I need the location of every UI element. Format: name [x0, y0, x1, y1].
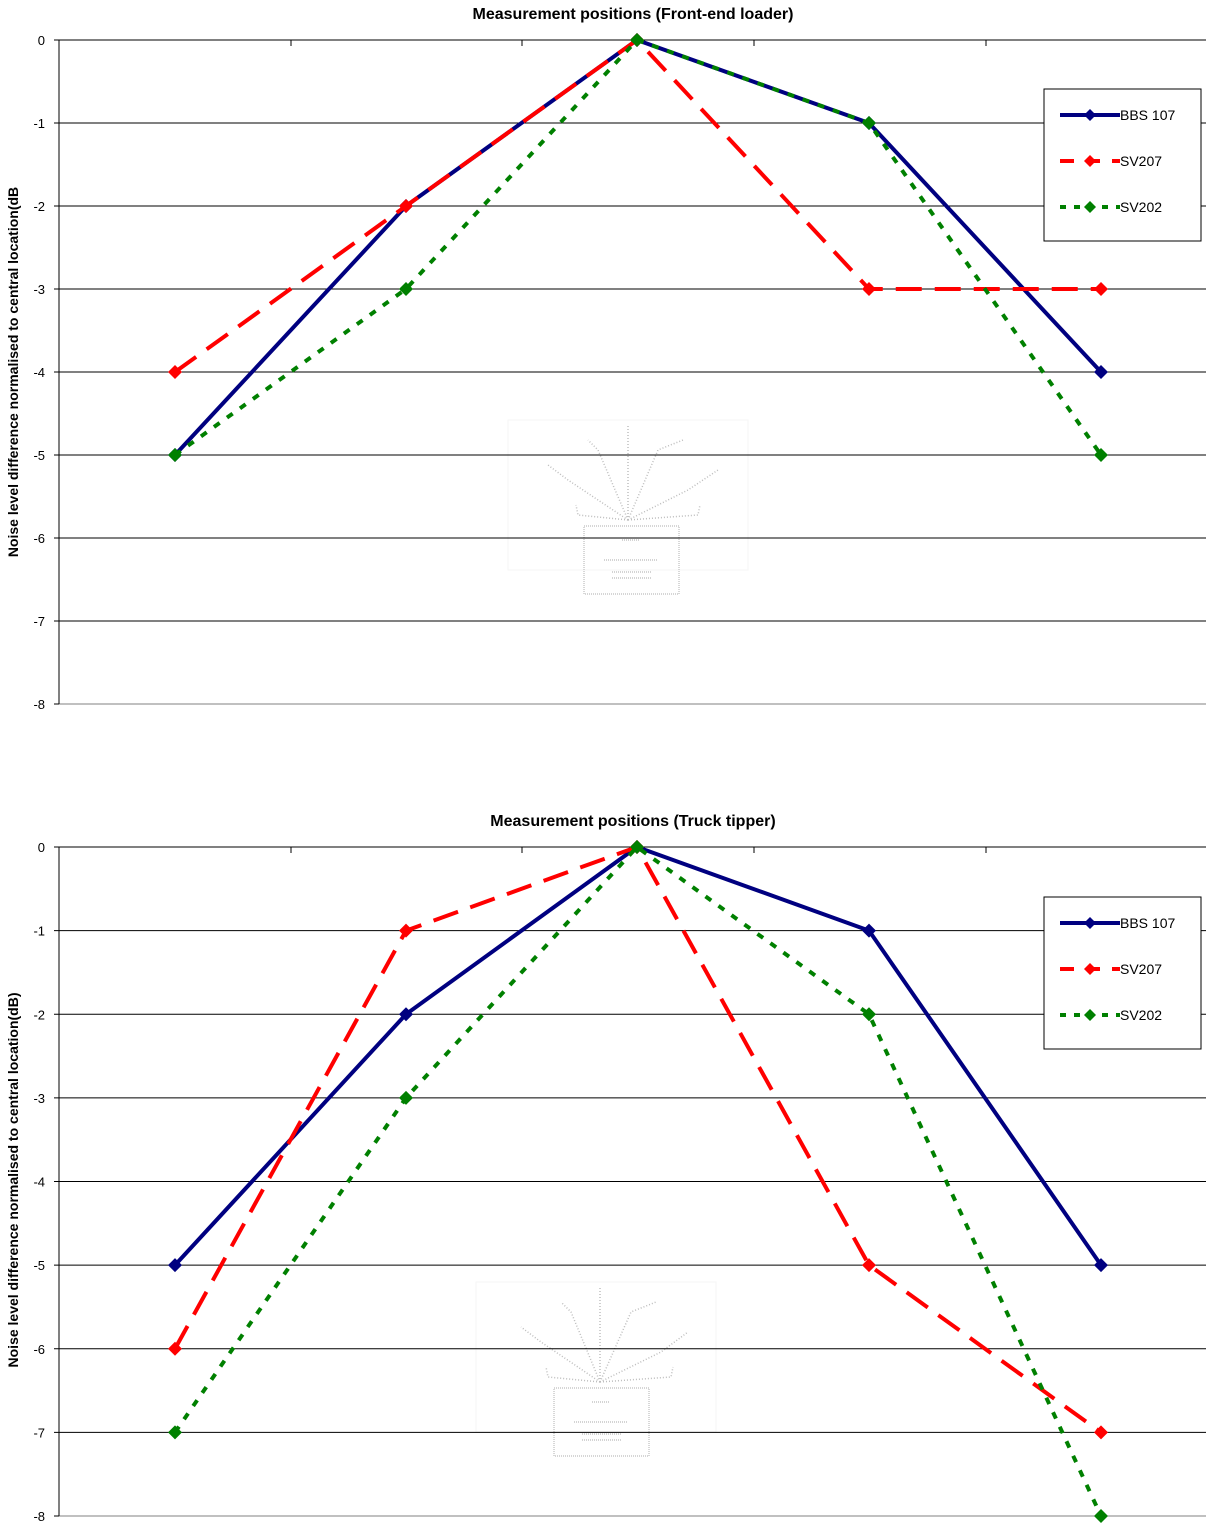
y-tick-label: -5	[33, 1258, 45, 1273]
watermark-logo	[475, 1281, 717, 1457]
series-line-sv202	[173, 845, 1103, 1517]
series-line-sv202	[173, 38, 1103, 457]
chart-front-end-loader: Measurement positions (Front-end loader)…	[5, 6, 1206, 712]
data-point	[862, 1007, 876, 1022]
watermark-frame	[507, 419, 749, 571]
chart-truck-tipper: Measurement positions (Truck tipper) Noi…	[5, 813, 1206, 1524]
y-axis-label: Noise level difference normalised to cen…	[5, 187, 21, 557]
watermark-rays	[547, 425, 719, 521]
data-point	[862, 923, 876, 938]
y-tick-label: -6	[33, 1342, 45, 1357]
y-tick-label: -8	[33, 697, 45, 712]
legend-marker	[1084, 917, 1096, 929]
legend-label: BBS 107	[1120, 107, 1175, 123]
data-point	[399, 1090, 413, 1105]
y-tick-label: 0	[38, 33, 45, 48]
legend-label: SV207	[1120, 153, 1162, 169]
data-point	[399, 199, 413, 213]
chart-title: Measurement positions (Truck tipper)	[490, 813, 775, 830]
data-point	[1094, 1258, 1108, 1273]
watermark-box	[553, 1387, 650, 1457]
y-tick-label: -5	[33, 448, 45, 463]
data-point	[399, 1007, 413, 1022]
data-point	[1094, 448, 1108, 462]
data-point	[862, 116, 876, 130]
y-tick-label: -7	[33, 614, 45, 629]
legend-marker	[1084, 155, 1096, 167]
data-point	[168, 1425, 182, 1440]
data-point	[399, 923, 413, 938]
y-axis-label: Noise level difference normalised to cen…	[5, 993, 21, 1368]
data-point	[168, 1341, 182, 1356]
watermark-box	[583, 525, 680, 595]
series-line-bbs-107	[173, 38, 1103, 457]
watermark-logo	[507, 419, 749, 595]
data-point	[862, 282, 876, 296]
legend-label: SV202	[1120, 1007, 1162, 1023]
y-tick-label: -6	[33, 531, 45, 546]
legend-label: SV202	[1120, 199, 1162, 215]
data-point	[1094, 282, 1108, 296]
watermark-box-lines	[604, 539, 658, 579]
data-point	[862, 1258, 876, 1273]
data-point	[168, 448, 182, 462]
y-tick-label: 0	[38, 840, 45, 855]
data-point	[1094, 1509, 1108, 1523]
data-point	[630, 33, 644, 47]
y-tick-label: -3	[33, 1091, 45, 1106]
data-point	[1094, 1425, 1108, 1440]
legend-label: BBS 107	[1120, 915, 1175, 931]
y-tick-label: -1	[33, 924, 45, 939]
y-tick-label: -2	[33, 199, 45, 214]
data-point	[1094, 365, 1108, 379]
data-point	[399, 282, 413, 296]
legend-marker	[1084, 963, 1096, 975]
y-tick-label: -7	[33, 1425, 45, 1440]
y-tick-label: -4	[33, 1175, 45, 1190]
legend-label: SV207	[1120, 961, 1162, 977]
data-point	[168, 1258, 182, 1273]
chart-title: Measurement positions (Front-end loader)	[473, 6, 794, 23]
chart-legend: BBS 107 SV207 SV202	[1043, 896, 1202, 1050]
y-tick-label: -1	[33, 116, 45, 131]
watermark-rays	[520, 1287, 689, 1383]
data-point	[168, 365, 182, 379]
watermark-box-lines	[574, 1401, 628, 1441]
series-line-sv207	[173, 845, 1103, 1435]
legend-marker	[1084, 1009, 1096, 1021]
data-point	[630, 840, 644, 854]
legend-marker	[1084, 109, 1096, 121]
chart-legend: BBS 107 SV207 SV202	[1043, 88, 1202, 242]
watermark-frame	[475, 1281, 717, 1433]
y-tick-label: -3	[33, 282, 45, 297]
series-line-bbs-107	[173, 845, 1103, 1267]
legend-marker	[1084, 201, 1096, 213]
y-tick-label: -2	[33, 1007, 45, 1022]
y-tick-label: -4	[33, 365, 45, 380]
y-tick-label: -8	[33, 1509, 45, 1524]
